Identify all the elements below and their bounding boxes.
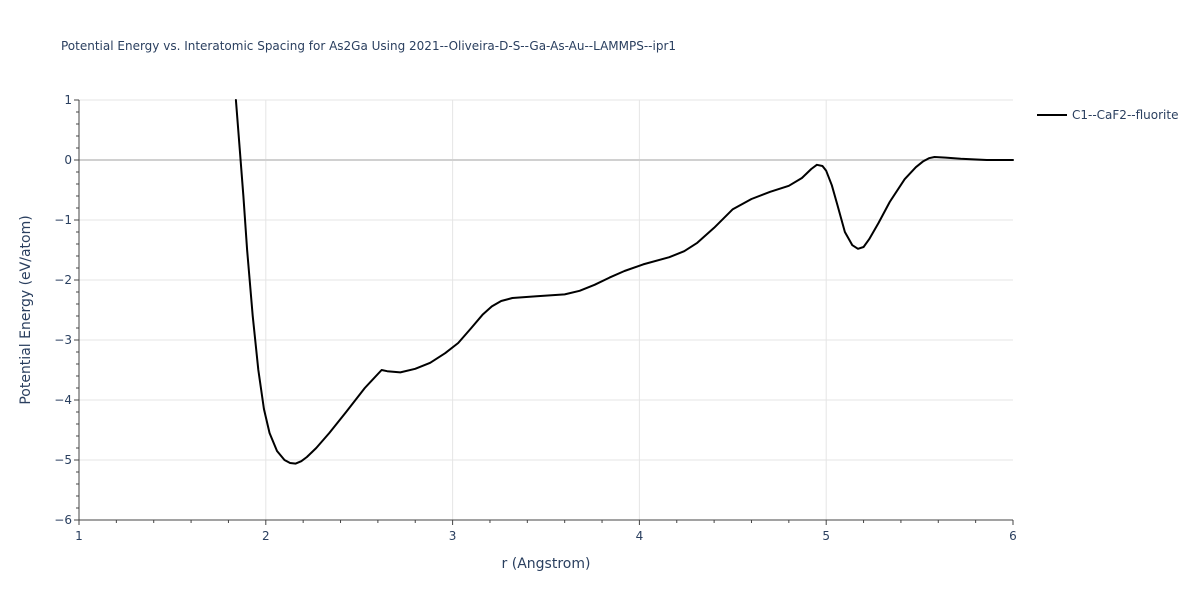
axis-layer <box>78 100 1013 521</box>
y-tick-label: −1 <box>54 213 72 227</box>
tick-layer: 1 2 3 4 5 6 −6 −5 −4 −3 −2 −1 0 1 <box>54 93 1017 543</box>
y-axis-title: Potential Energy (eV/atom) <box>18 215 34 404</box>
y-tick-label: −4 <box>54 393 72 407</box>
x-tick-label: 5 <box>822 529 830 543</box>
x-axis-title: r (Angstrom) <box>502 556 591 572</box>
series-layer <box>234 99 1014 465</box>
x-tick-label: 1 <box>75 529 83 543</box>
legend-label: C1--CaF2--fluorite <box>1072 108 1178 122</box>
y-tick-label: 0 <box>64 153 72 167</box>
y-tick-label: 1 <box>64 93 72 107</box>
legend[interactable]: C1--CaF2--fluorite <box>1037 108 1178 122</box>
y-tick-label: −3 <box>54 333 72 347</box>
y-tick-label: −2 <box>54 273 72 287</box>
chart-title: Potential Energy vs. Interatomic Spacing… <box>61 39 676 53</box>
x-tick-label: 6 <box>1009 529 1017 543</box>
series-line-0 <box>234 99 1014 465</box>
x-tick-label: 2 <box>262 529 270 543</box>
x-tick-label: 3 <box>449 529 457 543</box>
grid-layer <box>79 99 1013 520</box>
y-tick-label: −6 <box>54 513 72 527</box>
y-tick-label: −5 <box>54 453 72 467</box>
x-tick-label: 4 <box>636 529 644 543</box>
